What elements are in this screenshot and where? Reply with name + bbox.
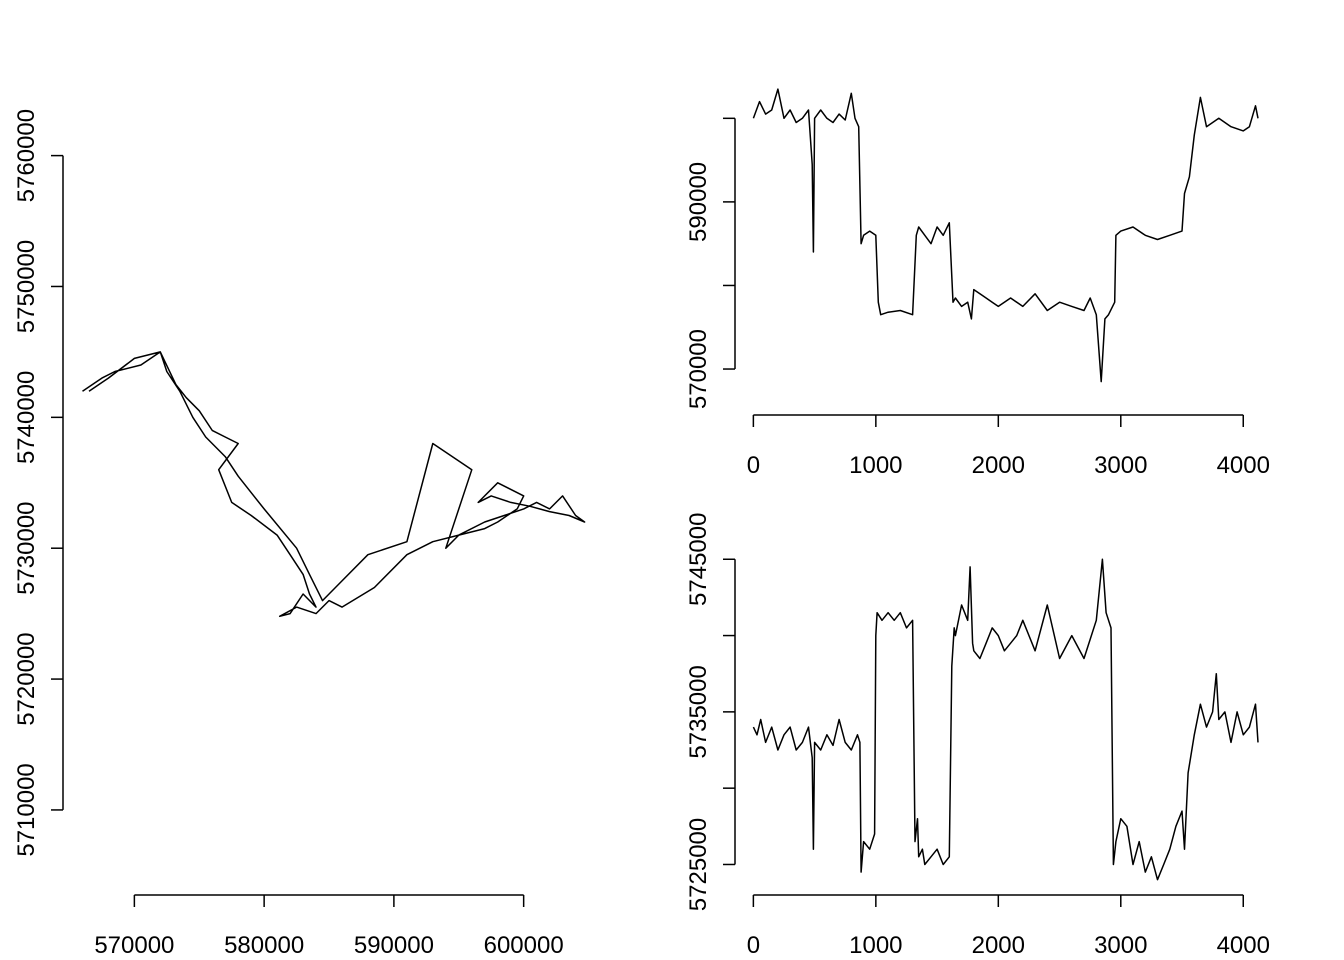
- x-tick-label: 2000: [972, 452, 1025, 479]
- x-tick-label: 1000: [849, 452, 902, 479]
- x-tick-label: 2000: [972, 932, 1025, 959]
- y-tick-label: 5740000: [13, 371, 40, 464]
- y-tick-label: 5710000: [13, 763, 40, 856]
- x-tick-label: 580000: [224, 932, 304, 959]
- x-tick-label: 0: [747, 932, 760, 959]
- y-tick-label: 590000: [685, 162, 712, 242]
- y-tick-label: 5720000: [13, 632, 40, 725]
- y-tick-label: 5760000: [13, 109, 40, 202]
- x-tick-label: 1000: [849, 932, 902, 959]
- x-tick-label: 3000: [1094, 932, 1147, 959]
- y-tick-label: 5730000: [13, 501, 40, 594]
- x-tick-label: 570000: [94, 932, 174, 959]
- y-tick-label: 570000: [685, 329, 712, 409]
- y-tick-label: 5735000: [685, 665, 712, 758]
- x-tick-label: 0: [747, 452, 760, 479]
- x-tick-label: 4000: [1217, 932, 1270, 959]
- x-tick-label: 3000: [1094, 452, 1147, 479]
- series-line: [82, 351, 586, 618]
- northing-time-panel: 0 1000 2000 3000 4000 5725000 5735000 5745000: [685, 513, 1270, 959]
- y-tick-label: 5725000: [685, 818, 712, 911]
- series-line: [752, 558, 1259, 881]
- y-tick-label: 5745000: [685, 513, 712, 606]
- trajectory-panel: 570000 580000 590000 600000 5710000 5720000 57…: [13, 109, 586, 959]
- y-tick-label: 5750000: [13, 240, 40, 333]
- x-tick-label: 590000: [354, 932, 434, 959]
- series-line: [752, 88, 1259, 383]
- x-tick-label: 600000: [484, 932, 564, 959]
- easting-time-panel: 0 1000 2000 3000 4000 570000 590000: [685, 88, 1270, 479]
- x-tick-label: 4000: [1217, 452, 1270, 479]
